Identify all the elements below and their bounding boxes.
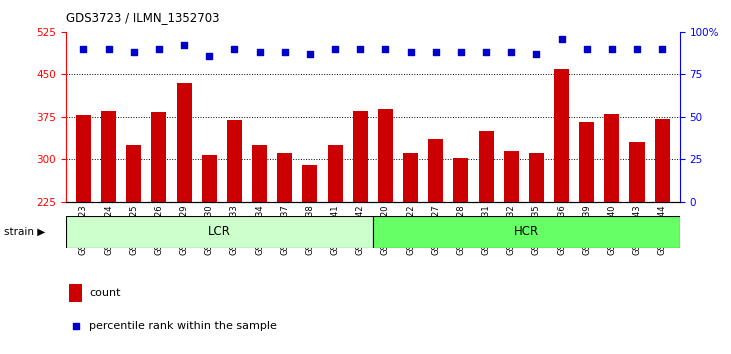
Point: [581, 46, 593, 52]
Bar: [151, 112, 167, 329]
Bar: [252, 145, 267, 329]
Point: [505, 50, 517, 55]
Bar: [378, 109, 393, 329]
Text: GDS3723 / ILMN_1352703: GDS3723 / ILMN_1352703: [66, 11, 219, 24]
Point: [480, 50, 492, 55]
Point: [128, 50, 140, 55]
Bar: [605, 114, 619, 329]
Point: [103, 46, 115, 52]
Bar: [327, 145, 343, 329]
Text: strain ▶: strain ▶: [4, 227, 45, 237]
Point: [229, 46, 240, 52]
Bar: [303, 165, 317, 329]
Bar: [504, 151, 519, 329]
Point: [656, 46, 668, 52]
Bar: [479, 131, 493, 329]
Bar: [69, 284, 83, 302]
Text: count: count: [89, 288, 121, 298]
Point: [355, 46, 366, 52]
Bar: [579, 122, 594, 329]
Point: [455, 50, 466, 55]
Bar: [277, 153, 292, 329]
Point: [329, 46, 341, 52]
Bar: [554, 69, 569, 329]
Text: LCR: LCR: [208, 225, 231, 238]
Bar: [629, 142, 645, 329]
Point: [405, 50, 417, 55]
Bar: [655, 119, 670, 329]
Bar: [352, 111, 368, 329]
Point: [379, 46, 391, 52]
Bar: [373, 216, 680, 248]
Point: [304, 51, 316, 57]
Text: HCR: HCR: [514, 225, 539, 238]
Point: [531, 51, 542, 57]
Bar: [176, 83, 192, 329]
Point: [254, 50, 265, 55]
Text: percentile rank within the sample: percentile rank within the sample: [89, 321, 277, 331]
Bar: [453, 158, 469, 329]
Point: [631, 46, 643, 52]
Point: [556, 36, 567, 41]
Point: [430, 50, 442, 55]
Bar: [101, 111, 116, 329]
Bar: [66, 216, 373, 248]
Bar: [227, 120, 242, 329]
Point: [153, 46, 164, 52]
Point: [279, 50, 291, 55]
Bar: [403, 153, 418, 329]
Bar: [428, 139, 443, 329]
Point: [69, 323, 81, 329]
Point: [178, 42, 190, 48]
Bar: [202, 155, 217, 329]
Bar: [529, 153, 544, 329]
Point: [77, 46, 89, 52]
Point: [203, 53, 215, 58]
Point: [606, 46, 618, 52]
Bar: [76, 115, 91, 329]
Bar: [126, 145, 141, 329]
